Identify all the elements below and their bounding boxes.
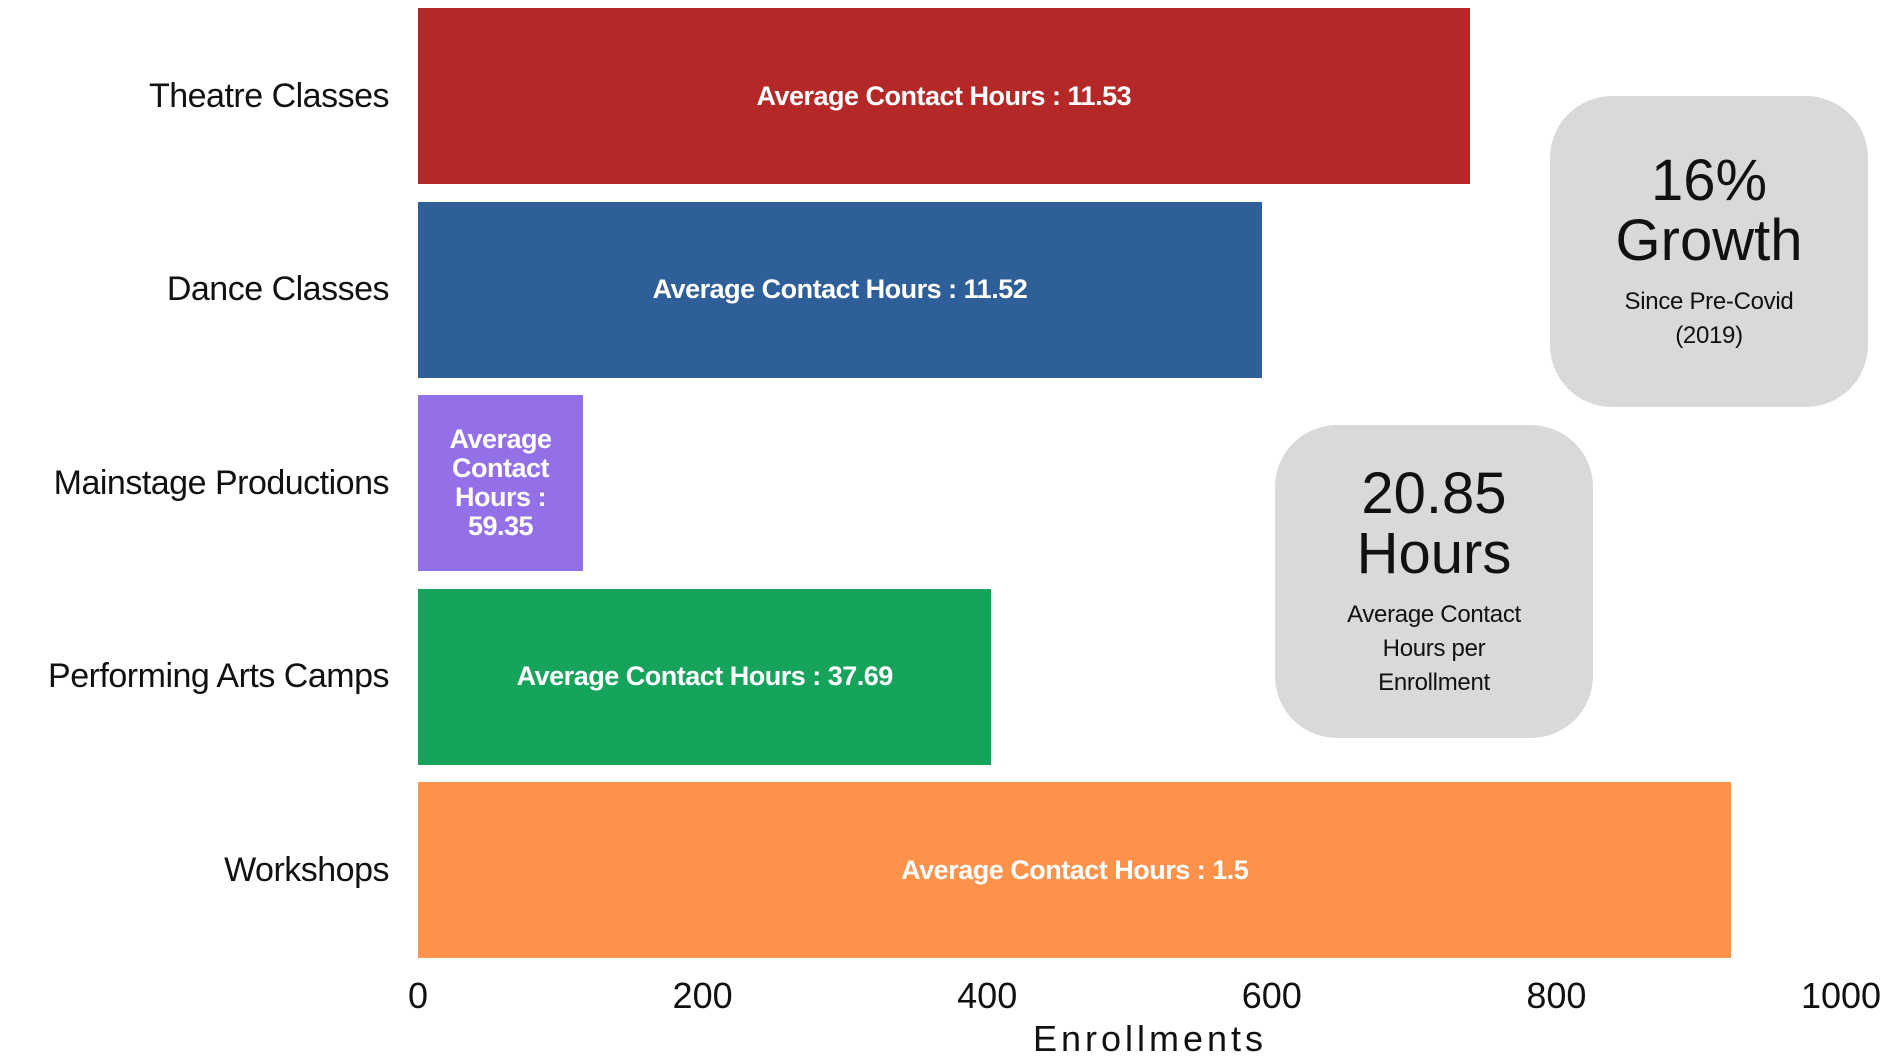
bar-label: Average Contact Hours : 59.35 xyxy=(449,424,553,542)
x-tick-label: 400 xyxy=(957,975,1018,1016)
bar: Average Contact Hours : 11.52 xyxy=(418,201,1262,378)
y-tick-label: Mainstage Productions xyxy=(53,463,390,502)
x-tick-label: 600 xyxy=(1241,975,1302,1016)
x-tick-label: 0 xyxy=(407,975,429,1016)
y-tick-label: Dance Classes xyxy=(166,270,390,309)
bar: Average Contact Hours : 59.35 xyxy=(418,395,584,572)
x-tick-label: 1000 xyxy=(1800,975,1882,1016)
bar-label: Average Contact Hours : 11.52 xyxy=(652,274,1028,305)
bar: Average Contact Hours : 11.53 xyxy=(418,8,1470,184)
callout-headline: 20.85 xyxy=(1361,460,1507,526)
bar-label: Average Contact Hours : 37.69 xyxy=(516,661,894,692)
callout-caption: Since Pre-Covid (2019) xyxy=(1624,287,1794,349)
bar-label: Average Contact Hours : 1.5 xyxy=(901,854,1249,885)
bar-label: Average Contact Hours : 11.53 xyxy=(756,80,1132,111)
bar: Average Contact Hours : 37.69 xyxy=(418,588,992,765)
callout-caption: Average Contact Hours per Enrollment xyxy=(1347,600,1521,696)
y-tick-label: Theatre Classes xyxy=(148,76,390,115)
x-axis-label: Enrollments xyxy=(1032,1018,1268,1059)
y-tick-label: Workshops xyxy=(224,850,389,889)
callout: 16% Growth Since Pre-Covid (2019) xyxy=(1550,96,1868,407)
x-tick-label: 200 xyxy=(672,975,733,1016)
callout-subhead: Growth xyxy=(1615,207,1803,273)
callout-headline: 16% xyxy=(1650,147,1768,213)
bar: Average Contact Hours : 1.5 xyxy=(418,782,1732,959)
callout: 20.85 Hours Average Contact Hours per En… xyxy=(1275,425,1593,738)
callout-subhead: Hours xyxy=(1356,520,1512,586)
x-tick-label: 800 xyxy=(1526,975,1587,1016)
y-tick-label: Performing Arts Camps xyxy=(48,657,389,696)
